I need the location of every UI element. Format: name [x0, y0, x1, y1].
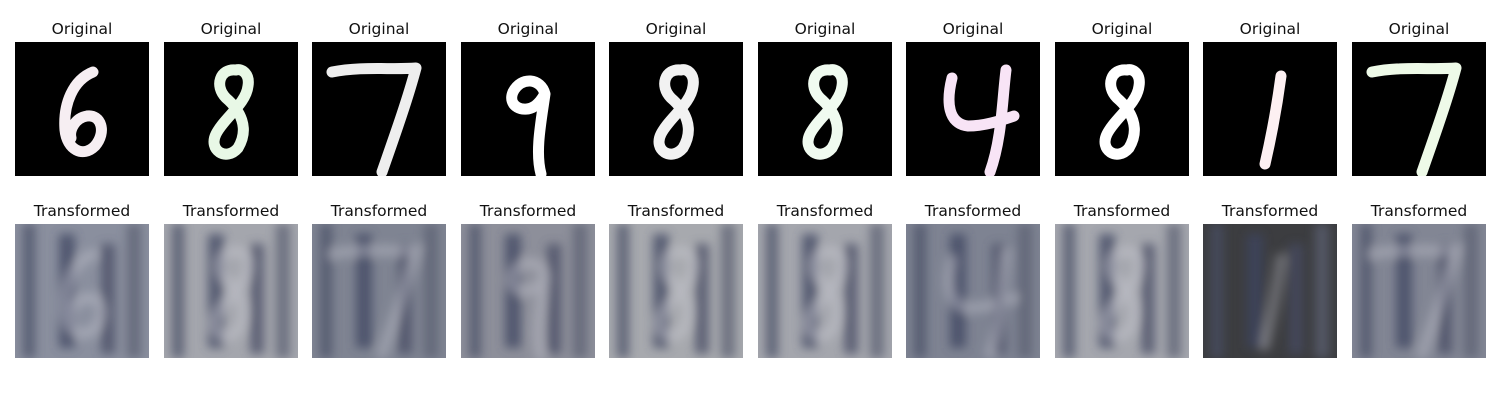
- original-digit-image: [312, 42, 446, 176]
- original-digit-image: [758, 42, 892, 176]
- original-title: Original: [1388, 20, 1450, 38]
- transformed-title: Transformed: [33, 202, 131, 220]
- image-background: [1352, 42, 1486, 176]
- smudge: [469, 224, 481, 358]
- transformed-image: [906, 224, 1040, 358]
- original-digit-image: [461, 42, 595, 176]
- smudge: [101, 244, 115, 354]
- transformed-title: Transformed: [479, 202, 577, 220]
- smudge: [23, 224, 35, 358]
- transformed-image: [312, 224, 446, 358]
- ghost-digit: [1367, 244, 1463, 358]
- blurred-background: [906, 224, 1040, 358]
- transformed-image: [164, 224, 298, 358]
- original-digit-image: [1203, 42, 1337, 176]
- smudge: [1315, 224, 1329, 358]
- smudge: [844, 244, 858, 354]
- digit-stroke: [653, 64, 699, 160]
- smudge: [250, 244, 264, 354]
- ghost-digit: [506, 258, 551, 358]
- original-title: Original: [1239, 20, 1301, 38]
- transformed-image: [1203, 224, 1337, 358]
- smudge: [721, 224, 735, 358]
- smudge: [424, 224, 438, 358]
- smudge: [276, 224, 290, 358]
- ghost-digit: [803, 246, 848, 341]
- original-title: Original: [497, 20, 559, 38]
- transformed-title: Transformed: [627, 202, 725, 220]
- original-title: Original: [200, 20, 262, 38]
- transformed-title: Transformed: [1370, 202, 1468, 220]
- digit-stroke: [208, 64, 254, 160]
- smudge: [1167, 224, 1181, 358]
- smudge: [547, 244, 561, 354]
- original-digit-image: [906, 42, 1040, 176]
- smudge: [1141, 244, 1155, 354]
- digit-stroke: [802, 64, 848, 160]
- digit-stroke: [326, 62, 422, 176]
- transformed-image: [1352, 224, 1486, 358]
- ghost-digit: [1100, 246, 1145, 341]
- smudge: [695, 244, 709, 354]
- original-title: Original: [942, 20, 1004, 38]
- transformed-image: [758, 224, 892, 358]
- smudge: [1396, 234, 1412, 348]
- digit-stroke: [1366, 62, 1462, 176]
- original-title: Original: [645, 20, 707, 38]
- transformed-image: [609, 224, 743, 358]
- digit-stroke: [1099, 64, 1145, 160]
- smudge: [172, 224, 184, 358]
- smudge: [127, 224, 141, 358]
- original-title: Original: [51, 20, 113, 38]
- ghost-digit: [327, 244, 423, 358]
- transformed-image: [1055, 224, 1189, 358]
- transformed-image: [461, 224, 595, 358]
- smudge: [1289, 244, 1303, 354]
- ghost-digit: [654, 246, 699, 341]
- original-digit-image: [1055, 42, 1189, 176]
- original-digit-image: [609, 42, 743, 176]
- image-background: [312, 42, 446, 176]
- smudge: [870, 224, 884, 358]
- smudge: [1247, 234, 1263, 348]
- original-title: Original: [794, 20, 856, 38]
- smudge: [1211, 224, 1223, 358]
- original-digit-image: [164, 42, 298, 176]
- transformed-image: [15, 224, 149, 358]
- original-digit-image: [1352, 42, 1486, 176]
- original-title: Original: [1091, 20, 1153, 38]
- digit-stroke: [1259, 70, 1287, 170]
- smudge: [766, 224, 778, 358]
- original-title: Original: [348, 20, 410, 38]
- ghost-digit: [1260, 253, 1286, 351]
- ghost-digit: [944, 247, 1019, 358]
- digit-stroke: [59, 66, 107, 157]
- original-digit-image: [15, 42, 149, 176]
- smudge: [617, 224, 629, 358]
- transformed-title: Transformed: [776, 202, 874, 220]
- transformed-title: Transformed: [1073, 202, 1171, 220]
- smudge: [1464, 224, 1478, 358]
- transformed-title: Transformed: [1221, 202, 1319, 220]
- smudge: [356, 234, 372, 348]
- smudge: [320, 224, 332, 358]
- smudge: [1018, 224, 1032, 358]
- smudge: [1360, 224, 1372, 358]
- image-background: [906, 42, 1040, 176]
- transformed-title: Transformed: [182, 202, 280, 220]
- digit-stroke: [943, 64, 1020, 176]
- transformed-title: Transformed: [330, 202, 428, 220]
- ghost-digit: [59, 249, 107, 339]
- smudge: [573, 224, 587, 358]
- smudge: [1063, 224, 1075, 358]
- digit-stroke: [506, 75, 551, 176]
- transformed-title: Transformed: [924, 202, 1022, 220]
- smudge: [914, 224, 926, 358]
- ghost-digit: [209, 246, 254, 341]
